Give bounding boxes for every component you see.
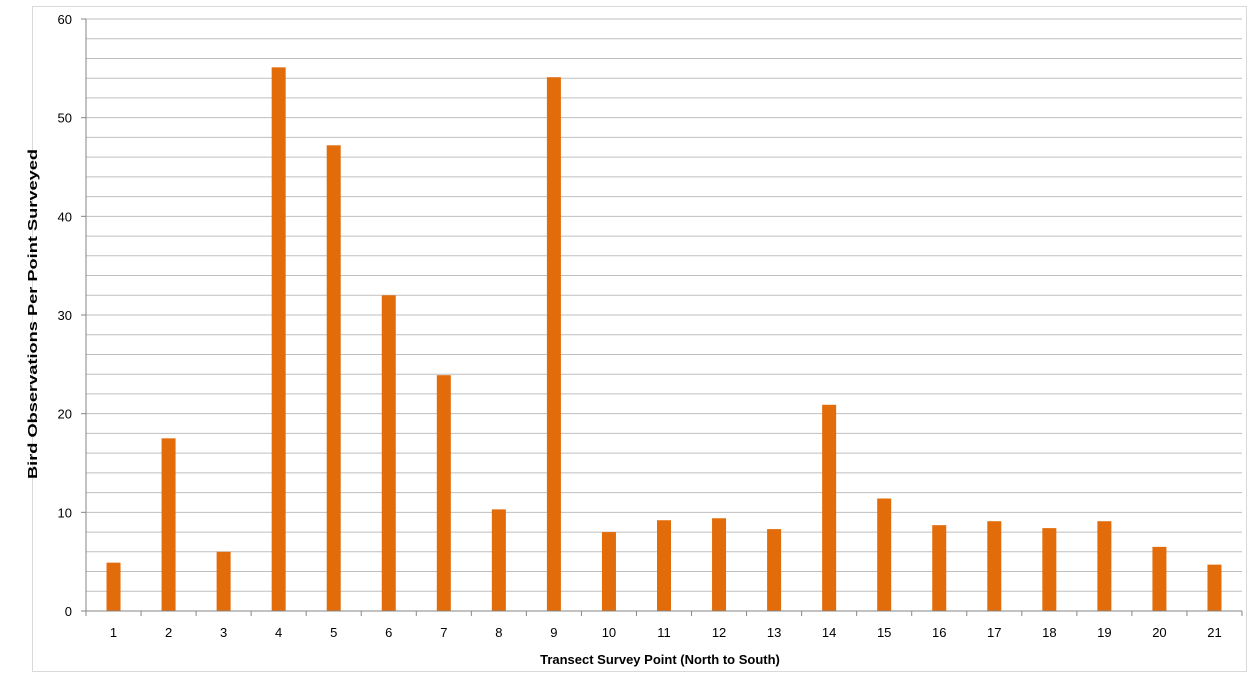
bar	[877, 498, 892, 611]
bars	[106, 67, 1222, 612]
bar	[767, 529, 782, 611]
x-tick-label: 14	[822, 625, 836, 640]
bar	[161, 438, 176, 611]
chart-frame	[32, 6, 1247, 672]
bar	[106, 562, 121, 611]
y-axis-title: Bird Observations Per Point Surveyed	[25, 149, 40, 479]
x-tick-label: 9	[550, 625, 557, 640]
bar	[271, 67, 286, 611]
bar	[822, 404, 837, 611]
x-tick-label: 17	[987, 625, 1001, 640]
x-tick-label: 21	[1207, 625, 1221, 640]
bar	[381, 295, 396, 611]
x-tick-label: 4	[275, 625, 282, 640]
y-tick-label: 30	[58, 308, 72, 323]
bar	[216, 551, 231, 611]
bar	[546, 77, 561, 612]
x-tick-label: 15	[877, 625, 891, 640]
y-tick-label: 10	[58, 505, 72, 520]
bar	[1097, 521, 1112, 611]
bar	[436, 375, 451, 611]
bar	[932, 525, 947, 611]
x-tick-label: 19	[1097, 625, 1111, 640]
bar	[326, 145, 341, 611]
x-tick-label: 7	[440, 625, 447, 640]
y-tick-label: 60	[58, 12, 72, 27]
x-tick-label: 16	[932, 625, 946, 640]
x-tick-label: 20	[1152, 625, 1166, 640]
x-tick-label: 8	[495, 625, 502, 640]
x-tick-label: 2	[165, 625, 172, 640]
bar	[1042, 528, 1057, 611]
bar	[1152, 546, 1167, 611]
grid-lines	[86, 18, 1242, 592]
y-tick-labels: 0 10 20 30 40 50 60	[58, 12, 72, 619]
x-axis-title: Transect Survey Point (North to South)	[540, 652, 780, 667]
axes	[81, 18, 1243, 616]
x-tick-label: 5	[330, 625, 337, 640]
x-tick-label: 12	[712, 625, 726, 640]
bar	[712, 518, 727, 611]
y-tick-label: 40	[58, 209, 72, 224]
x-tick-label: 3	[220, 625, 227, 640]
bar	[491, 509, 506, 611]
y-tick-label: 50	[58, 111, 72, 126]
y-tick-label: 20	[58, 407, 72, 422]
x-tick-label: 11	[657, 625, 671, 640]
bar	[601, 532, 616, 611]
x-tick-label: 1	[110, 625, 117, 640]
x-tick-label: 6	[385, 625, 392, 640]
y-tick-label: 0	[65, 604, 72, 619]
bar	[987, 521, 1002, 611]
x-tick-label: 13	[767, 625, 781, 640]
x-tick-labels: 1 2 3 4 5 6 7 8 9 10 11 12 13 14 15 16 17 18 19 20 21	[110, 625, 1222, 640]
bar	[657, 520, 671, 611]
x-tick-label: 10	[602, 625, 616, 640]
bar	[1207, 564, 1222, 611]
x-tick-label: 18	[1042, 625, 1056, 640]
